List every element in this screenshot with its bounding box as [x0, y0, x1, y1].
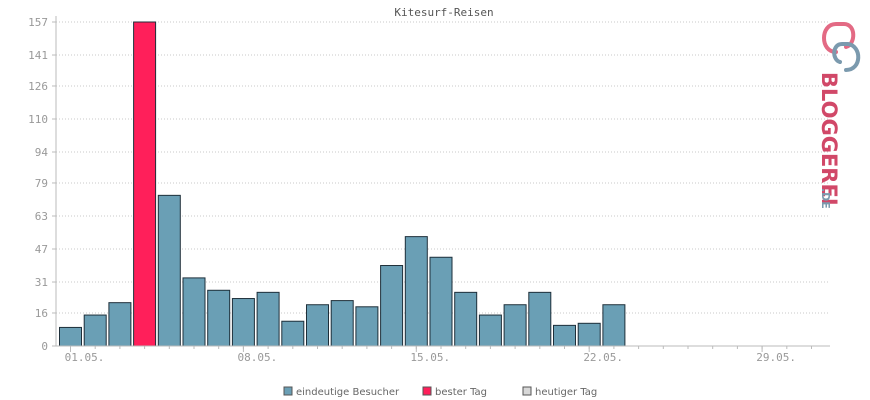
legend-swatch-today — [522, 386, 532, 396]
bar — [330, 300, 354, 347]
bar — [404, 236, 428, 347]
y-tick-label: 0 — [41, 340, 48, 353]
bar — [553, 324, 576, 347]
bar — [256, 291, 280, 347]
bar — [602, 304, 626, 347]
bar — [231, 298, 255, 347]
bar — [59, 326, 82, 347]
bar — [281, 320, 305, 347]
bar-best-day — [133, 21, 157, 347]
bar — [503, 304, 527, 347]
bar — [207, 289, 231, 347]
y-tick-label: 141 — [28, 49, 48, 62]
bar — [528, 291, 552, 347]
x-axis-labels: 01.05. 08.05. 15.05. 22.05. 29.05. — [65, 351, 796, 364]
bars — [59, 21, 626, 347]
logo-wordmark: BLOGGEREI .DE — [817, 72, 841, 209]
legend-label-today: heutiger Tag — [535, 387, 597, 398]
logo-icon — [822, 22, 861, 72]
x-tick-label: 08.05. — [238, 351, 278, 364]
bar — [454, 291, 478, 347]
bar — [306, 304, 329, 347]
bloggerei-logo: BLOGGEREI .DE — [817, 22, 861, 209]
logo-text-main: BLOGGEREI — [817, 72, 841, 206]
y-tick-label: 16 — [35, 307, 48, 320]
bar — [157, 194, 181, 347]
bar — [429, 256, 453, 347]
bar — [182, 277, 206, 347]
logo-text-suffix: .DE — [819, 188, 832, 209]
axes — [55, 16, 830, 352]
bar — [577, 322, 601, 347]
x-tick-label: 22.05. — [583, 351, 623, 364]
bar — [380, 265, 404, 347]
y-tick-label: 79 — [35, 177, 48, 190]
y-tick-label: 63 — [35, 210, 48, 223]
bar — [83, 314, 107, 347]
y-tick-label: 110 — [28, 113, 48, 126]
y-tick-label: 157 — [28, 16, 48, 29]
x-tick-label: 01.05. — [65, 351, 105, 364]
bar — [355, 306, 379, 347]
legend-swatch-visitors — [283, 386, 293, 396]
x-tick-label: 29.05. — [756, 351, 796, 364]
legend: eindeutige Besucher bester Tag heutiger … — [283, 386, 597, 398]
chart-title: Kitesurf-Reisen — [394, 6, 493, 19]
bar — [478, 314, 502, 347]
bar — [108, 302, 132, 347]
y-tick-label: 47 — [35, 243, 48, 256]
legend-label-visitors: eindeutige Besucher — [296, 387, 400, 398]
legend-swatch-best-day — [422, 386, 432, 396]
y-tick-label: 94 — [35, 146, 49, 159]
y-axis-labels: 0 16 31 47 63 79 94 110 126 141 157 — [28, 16, 48, 353]
legend-label-best-day: bester Tag — [435, 387, 487, 398]
y-tick-label: 126 — [28, 80, 48, 93]
x-tick-label: 15.05. — [410, 351, 450, 364]
y-tick-label: 31 — [35, 276, 48, 289]
